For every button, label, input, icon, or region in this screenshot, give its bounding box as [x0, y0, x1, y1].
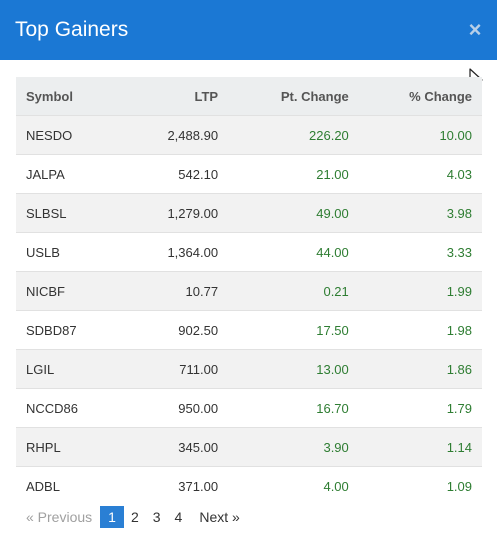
cell-symbol: SLBSL — [16, 193, 124, 233]
cell-pct-change: 1.09 — [358, 466, 482, 505]
table-row[interactable]: NICBF 10.77 0.21 1.99 — [16, 271, 482, 311]
cell-pct-change: 1.99 — [358, 271, 482, 311]
cell-symbol: LGIL — [16, 349, 124, 389]
cell-pct-change: 1.86 — [358, 349, 482, 389]
cell-ltp: 1,364.00 — [123, 232, 229, 272]
table-row[interactable]: ADBL 371.00 4.00 1.09 — [16, 466, 482, 505]
column-header-symbol[interactable]: Symbol — [16, 77, 124, 116]
cell-pct-change: 3.98 — [358, 193, 482, 233]
cell-pct-change: 3.33 — [358, 232, 482, 272]
cell-pt-change: 3.90 — [228, 427, 359, 467]
cell-symbol: NESDO — [16, 115, 124, 155]
cell-pt-change: 0.21 — [228, 271, 359, 311]
page-3-button[interactable]: 3 — [152, 509, 161, 525]
cell-ltp: 1,279.00 — [123, 193, 229, 233]
cell-pct-change: 1.14 — [358, 427, 482, 467]
cell-ltp: 10.77 — [123, 271, 229, 311]
table-row[interactable]: USLB 1,364.00 44.00 3.33 — [16, 232, 482, 272]
cell-pt-change: 13.00 — [228, 349, 359, 389]
cell-ltp: 371.00 — [123, 466, 229, 505]
column-header-pct-change[interactable]: % Change — [358, 77, 482, 116]
table-row[interactable]: SLBSL 1,279.00 49.00 3.98 — [16, 193, 482, 233]
table-header-row: Symbol LTP Pt. Change % Change — [16, 77, 482, 116]
table-row[interactable]: NESDO 2,488.90 226.20 10.00 — [16, 115, 482, 155]
cell-pct-change: 1.98 — [358, 310, 482, 350]
cell-ltp: 711.00 — [123, 349, 229, 389]
cell-ltp: 902.50 — [123, 310, 229, 350]
cell-pt-change: 44.00 — [228, 232, 359, 272]
table-row[interactable]: SDBD87 902.50 17.50 1.98 — [16, 310, 482, 350]
cell-symbol: NCCD86 — [16, 388, 124, 428]
cell-pct-change: 4.03 — [358, 154, 482, 194]
cell-ltp: 542.10 — [123, 154, 229, 194]
cell-symbol: USLB — [16, 232, 124, 272]
cell-pct-change: 1.79 — [358, 388, 482, 428]
cell-pct-change: 10.00 — [358, 115, 482, 155]
cell-pt-change: 4.00 — [228, 466, 359, 505]
table-row[interactable]: NCCD86 950.00 16.70 1.79 — [16, 388, 482, 428]
cell-symbol: RHPL — [16, 427, 124, 467]
pagination: « Previous 1 2 3 4 Next » — [16, 506, 246, 528]
cell-symbol: JALPA — [16, 154, 124, 194]
cell-pt-change: 16.70 — [228, 388, 359, 428]
cell-ltp: 345.00 — [123, 427, 229, 467]
cell-pt-change: 17.50 — [228, 310, 359, 350]
cell-symbol: ADBL — [16, 466, 124, 505]
gainers-table: Symbol LTP Pt. Change % Change NESDO 2,4… — [16, 77, 482, 505]
cell-pt-change: 49.00 — [228, 193, 359, 233]
table-row[interactable]: JALPA 542.10 21.00 4.03 — [16, 154, 482, 194]
cell-pt-change: 21.00 — [228, 154, 359, 194]
modal-title: Top Gainers — [15, 18, 129, 41]
page-2-button[interactable]: 2 — [130, 509, 139, 525]
cell-symbol: NICBF — [16, 271, 124, 311]
next-page-button[interactable]: Next » — [199, 509, 240, 525]
column-header-pt-change[interactable]: Pt. Change — [228, 77, 359, 116]
table-row[interactable]: RHPL 345.00 3.90 1.14 — [16, 427, 482, 467]
cell-symbol: SDBD87 — [16, 310, 124, 350]
close-icon[interactable]: × — [468, 17, 482, 42]
previous-page-button: « Previous — [26, 509, 93, 525]
table-row[interactable]: LGIL 711.00 13.00 1.86 — [16, 349, 482, 389]
cell-pt-change: 226.20 — [228, 115, 359, 155]
page-4-button[interactable]: 4 — [174, 509, 183, 525]
modal-header: Top Gainers × — [0, 0, 497, 60]
cell-ltp: 950.00 — [123, 388, 229, 428]
column-header-ltp[interactable]: LTP — [123, 77, 229, 116]
cell-ltp: 2,488.90 — [123, 115, 229, 155]
page-1-button[interactable]: 1 — [100, 506, 124, 528]
